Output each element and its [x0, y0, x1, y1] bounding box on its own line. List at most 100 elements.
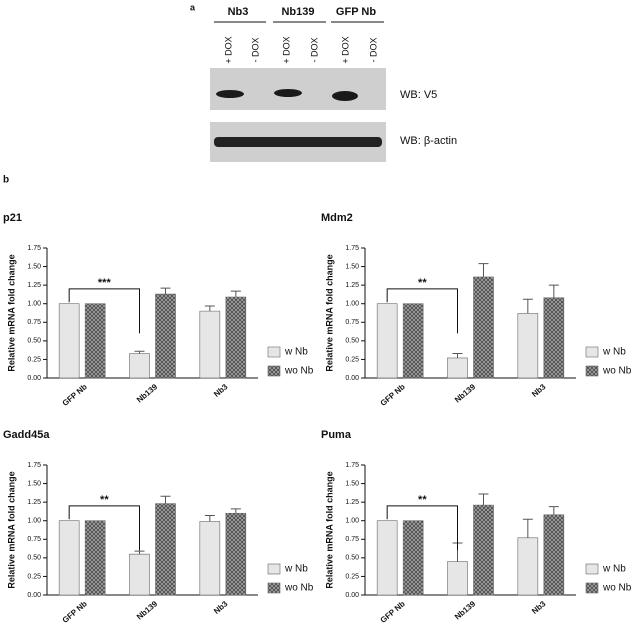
bar	[84, 520, 106, 596]
bar	[58, 520, 80, 596]
error-bar	[160, 495, 171, 504]
y-tick-label: 1.50	[27, 480, 41, 487]
bar	[84, 303, 106, 379]
lane-label: + DOX	[223, 36, 233, 63]
bar	[517, 313, 539, 379]
panel-label: b	[3, 175, 9, 186]
y-tick-label: 1.50	[345, 480, 359, 487]
y-tick-label: 1.75	[345, 245, 359, 252]
y-tick-label: 0.25	[345, 356, 359, 363]
y-tick-label: 1.75	[27, 245, 41, 252]
y-tick-label: 1.00	[345, 518, 359, 525]
error-bar	[548, 284, 559, 298]
y-tick-label: 0.75	[345, 319, 359, 326]
y-tick-label: 0.50	[345, 555, 359, 562]
panel-label: a	[190, 2, 196, 12]
x-tick-label: GFP Nb	[379, 599, 407, 625]
y-tick-label: 1.00	[27, 301, 41, 308]
bar	[129, 353, 150, 379]
error-bar	[452, 352, 463, 358]
x-tick-label: Nb3	[530, 382, 548, 399]
bar	[155, 503, 176, 596]
lane-label: - DOX	[309, 37, 319, 62]
legend-label: w Nb	[602, 347, 626, 358]
bar	[155, 293, 176, 379]
y-tick-label: 1.75	[345, 462, 359, 469]
blot-actin	[210, 122, 386, 162]
y-tick-label: 0.75	[27, 536, 41, 543]
legend-label: wo Nb	[284, 583, 314, 594]
y-tick-label: 0.75	[345, 536, 359, 543]
legend-swatch	[585, 346, 599, 358]
y-axis-label: Relative mRNA fold change	[324, 254, 334, 371]
x-tick-label: GFP Nb	[379, 382, 407, 408]
blot-label: WB: β-actin	[400, 135, 457, 147]
x-tick-label: Nb139	[135, 599, 160, 622]
chart-title: p21	[3, 212, 22, 224]
x-tick-label: Nb3	[212, 599, 230, 616]
error-bar	[160, 287, 171, 295]
y-tick-label: 0.75	[27, 319, 41, 326]
error-bar	[548, 506, 559, 515]
error-bar	[204, 515, 215, 522]
chart-title: Puma	[321, 429, 352, 441]
y-tick-label: 1.00	[27, 518, 41, 525]
y-tick-label: 0.50	[27, 338, 41, 345]
y-tick-label: 1.25	[345, 499, 359, 506]
bar	[199, 310, 221, 379]
x-tick-label: GFP Nb	[61, 382, 89, 408]
y-tick-label: 0.00	[345, 592, 359, 599]
legend-label: w Nb	[602, 564, 626, 575]
x-tick-label: Nb139	[453, 599, 478, 622]
x-tick-label: Nb3	[212, 382, 230, 399]
x-tick-label: Nb139	[135, 382, 160, 405]
blot-v5	[210, 68, 386, 110]
significance-bracket	[386, 505, 458, 551]
legend-swatch	[267, 563, 281, 575]
y-tick-label: 0.00	[27, 592, 41, 599]
bar	[129, 553, 150, 596]
error-bar	[522, 518, 533, 538]
error-bar	[230, 508, 241, 514]
y-axis-label: Relative mRNA fold change	[6, 254, 16, 371]
group-label: Nb139	[281, 6, 314, 18]
legend-label: w Nb	[284, 564, 308, 575]
bar	[447, 357, 468, 379]
bar	[473, 276, 494, 379]
x-tick-label: Nb139	[453, 382, 478, 405]
legend-swatch	[267, 365, 281, 377]
y-tick-label: 0.50	[345, 338, 359, 345]
y-axis-label: Relative mRNA fold change	[324, 471, 334, 588]
error-bar	[522, 298, 533, 314]
legend-swatch	[267, 582, 281, 594]
bar	[58, 303, 80, 379]
legend-swatch	[585, 365, 599, 377]
significance-label: ***	[98, 277, 112, 289]
significance-bracket	[386, 288, 458, 334]
blot-label: WB: V5	[400, 89, 437, 101]
significance-label: **	[100, 494, 109, 506]
y-tick-label: 0.25	[27, 573, 41, 580]
legend-label: w Nb	[284, 347, 308, 358]
bar	[376, 520, 398, 596]
x-tick-label: GFP Nb	[61, 599, 89, 625]
significance-label: **	[418, 494, 427, 506]
significance-bracket	[68, 505, 140, 551]
legend-swatch	[585, 563, 599, 575]
lane-label: + DOX	[340, 36, 350, 63]
legend-swatch	[267, 346, 281, 358]
error-bar	[478, 493, 489, 506]
bar	[199, 521, 221, 596]
bar	[376, 303, 398, 379]
bar	[447, 561, 468, 596]
y-tick-label: 0.00	[27, 375, 41, 382]
legend-swatch	[585, 582, 599, 594]
bar	[543, 514, 565, 596]
chart-title: Gadd45a	[3, 429, 50, 441]
y-tick-label: 1.50	[345, 263, 359, 270]
y-tick-label: 0.50	[27, 555, 41, 562]
bar	[225, 512, 247, 596]
y-tick-label: 1.25	[345, 282, 359, 289]
chart-title: Mdm2	[321, 212, 353, 224]
